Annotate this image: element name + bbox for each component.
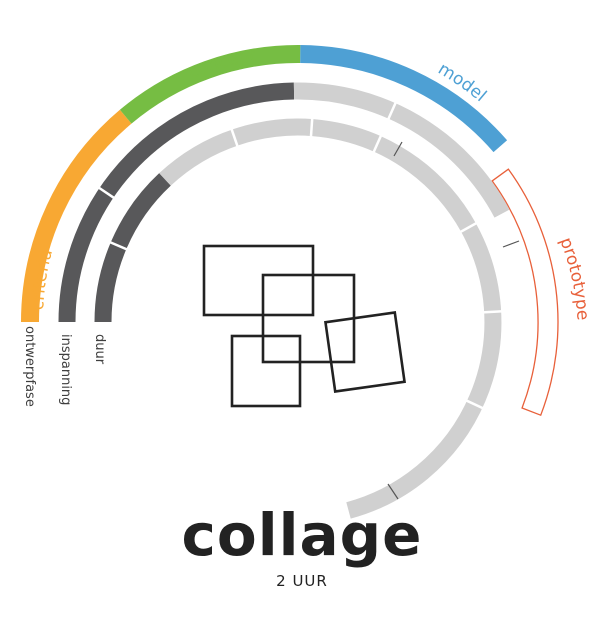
ring-separator — [372, 134, 383, 154]
phase-arc-prototype — [491, 168, 559, 417]
page-title: collage — [181, 501, 423, 569]
phase-arc-concept — [119, 44, 301, 124]
phase-label-prototype: prototype — [555, 235, 592, 321]
ring-separator — [97, 186, 116, 200]
page-subtitle: 2 UUR — [276, 572, 328, 590]
tick-mark — [393, 141, 403, 157]
duur-filled-arc — [94, 173, 171, 323]
ring-separator — [309, 117, 314, 138]
ring-separator — [459, 221, 478, 234]
ring-label-inspanning: inspanning — [58, 334, 73, 405]
ring-label-duur: duur — [92, 334, 107, 365]
inspanning-empty-arc — [293, 82, 510, 218]
tick-mark — [387, 483, 399, 500]
ring-separator — [386, 101, 398, 121]
ring-separator — [482, 310, 503, 314]
ring-label-ontwerpfase: ontwerpfase — [22, 326, 37, 407]
overlapping-squares-icon — [202, 244, 406, 408]
inspanning-ring — [58, 82, 510, 323]
phase-label-concept: concept — [186, 46, 258, 84]
phase-ring — [21, 44, 559, 417]
inspanning-filled-arc — [58, 82, 295, 323]
ring-separator — [108, 240, 129, 251]
ring-separator — [230, 127, 239, 148]
phase-arc-model — [300, 45, 508, 153]
duur-ring — [94, 117, 503, 519]
duur-separators — [108, 117, 503, 410]
tick-mark — [502, 240, 520, 248]
duur-empty-arc — [159, 118, 502, 519]
inspanning-separators — [97, 101, 398, 200]
phase-arc-criteria — [21, 109, 132, 323]
ring-separator — [465, 399, 485, 410]
